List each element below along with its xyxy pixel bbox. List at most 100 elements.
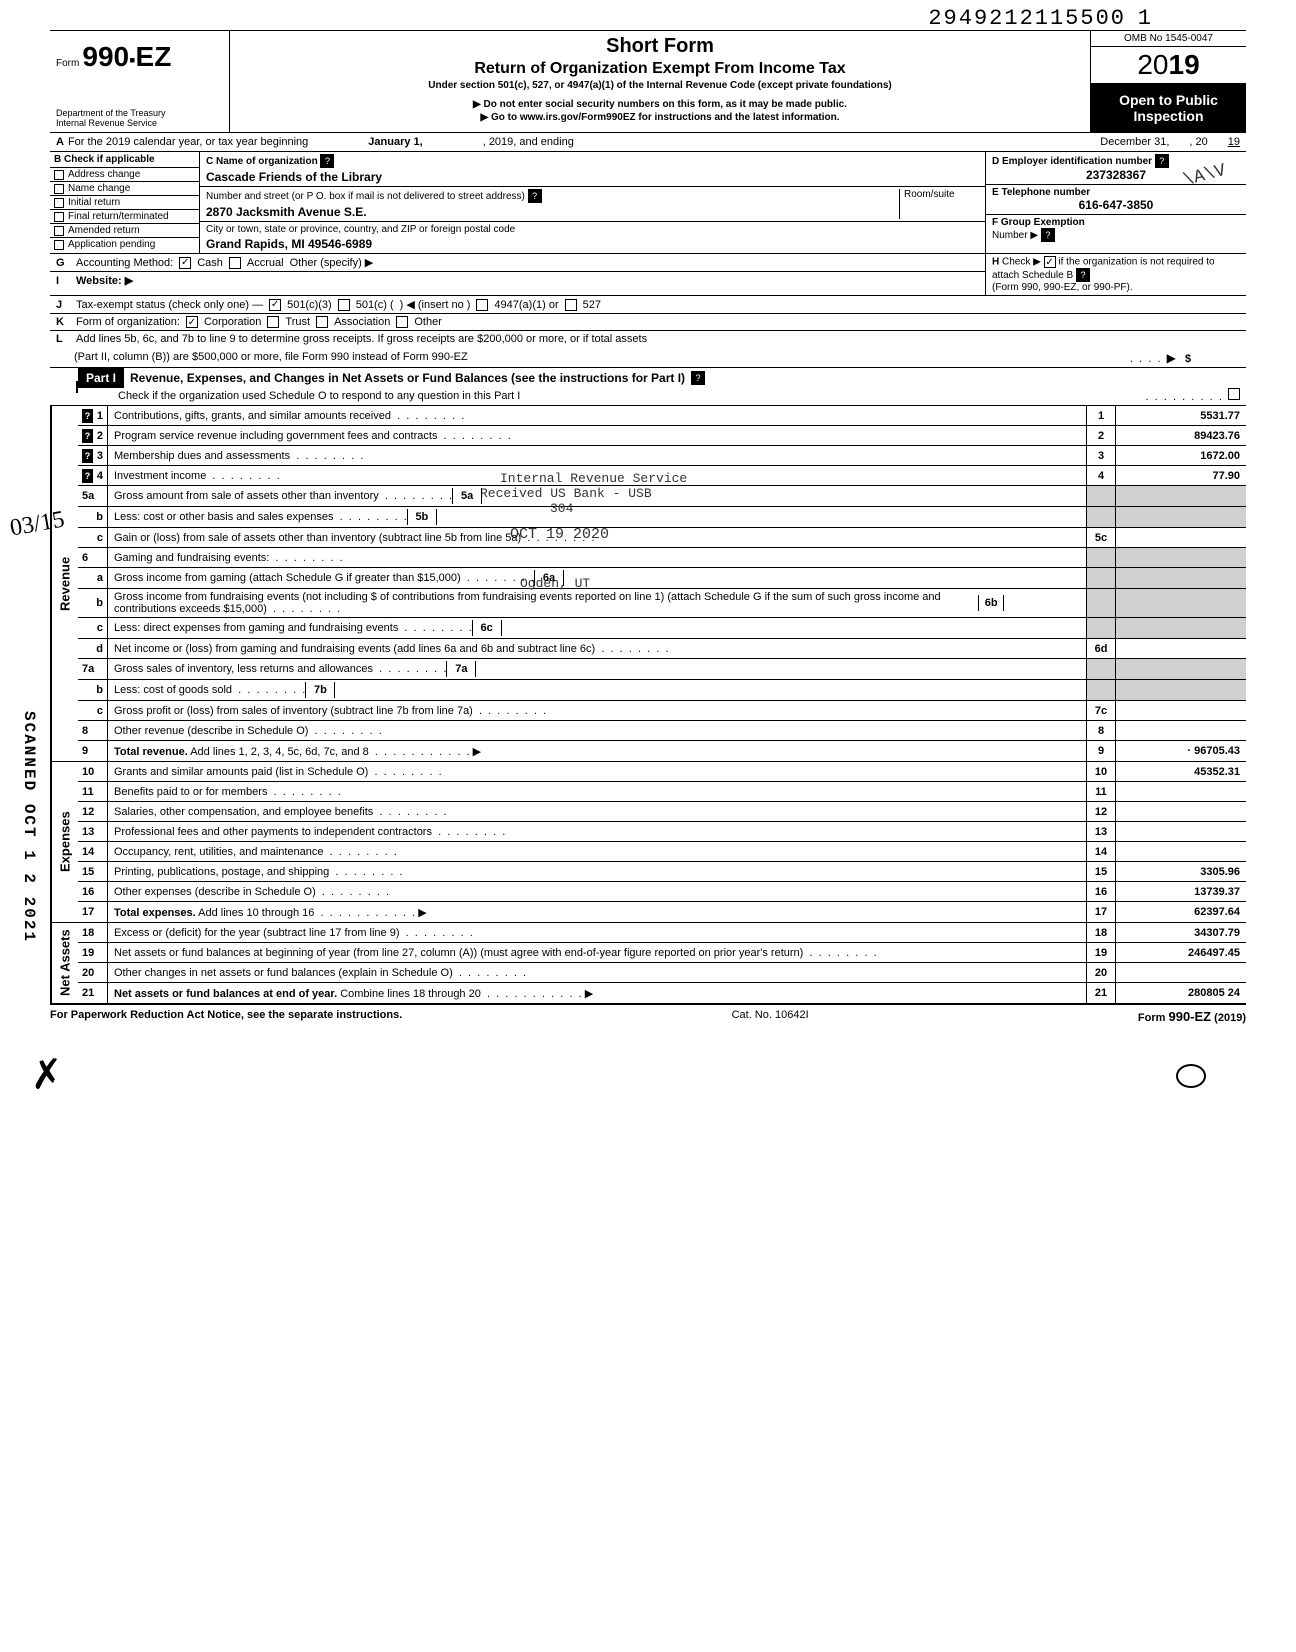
expenses-section: Expenses 10Grants and similar amounts pa… xyxy=(50,762,1246,923)
chk-other[interactable] xyxy=(396,316,408,328)
row-number: b xyxy=(78,507,108,527)
table-row: 20Other changes in net assets or fund ba… xyxy=(78,963,1246,983)
row-number: 5a xyxy=(78,486,108,506)
chk-final[interactable]: Final return/terminated xyxy=(50,209,199,223)
line-value xyxy=(1116,842,1246,861)
table-row: ?2Program service revenue including gove… xyxy=(78,426,1246,446)
chk-address[interactable]: Address change xyxy=(50,167,199,181)
line-a-begin: January 1, xyxy=(368,136,422,148)
street-label: Number and street (or P O. box if mail i… xyxy=(206,191,525,202)
chk-name[interactable]: Name change xyxy=(50,181,199,195)
chk-amended[interactable]: Amended return xyxy=(50,223,199,237)
row-desc: Salaries, other compensation, and employ… xyxy=(108,802,1086,821)
chk-schedule-o[interactable] xyxy=(1228,388,1240,400)
row-desc: Program service revenue including govern… xyxy=(108,426,1086,445)
form-subline: Under section 501(c), 527, or 4947(a)(1)… xyxy=(240,80,1080,91)
chk-corp[interactable]: ✓ xyxy=(186,316,198,328)
right-line-num xyxy=(1086,548,1116,567)
row-number: 11 xyxy=(78,782,108,801)
netassets-section: Net Assets 18Excess or (deficit) for the… xyxy=(50,923,1246,1005)
row-number: 16 xyxy=(78,882,108,901)
right-line-num xyxy=(1086,589,1116,617)
table-row: ?3Membership dues and assessments . . . … xyxy=(78,446,1246,466)
line-value: · 96705.43 xyxy=(1116,741,1246,761)
chk-trust[interactable] xyxy=(267,316,279,328)
line-value xyxy=(1116,802,1246,821)
row-number: 17 xyxy=(78,902,108,922)
chk-schedule-b[interactable]: ✓ xyxy=(1044,256,1056,268)
chk-4947[interactable] xyxy=(476,299,488,311)
tel-label: E Telephone number xyxy=(992,187,1090,198)
chk-501c3[interactable]: ✓ xyxy=(269,299,281,311)
row-number: ?1 xyxy=(78,406,108,425)
room-label: Room/suite xyxy=(904,189,955,200)
form-subtitle: Return of Organization Exempt From Incom… xyxy=(240,60,1080,78)
line-k: K Form of organization: ✓Corporation Tru… xyxy=(50,314,1246,331)
table-row: 13Professional fees and other payments t… xyxy=(78,822,1246,842)
line-value xyxy=(1116,618,1246,638)
chk-527[interactable] xyxy=(565,299,577,311)
line-value xyxy=(1116,680,1246,700)
right-line-num: 5c xyxy=(1086,528,1116,547)
row-desc: Printing, publications, postage, and shi… xyxy=(108,862,1086,881)
right-line-num xyxy=(1086,680,1116,700)
form-page: 2949212115500 1 SCANNED OCT 1 2 2021 03/… xyxy=(50,30,1246,1028)
signature-mark: ✗ xyxy=(28,1050,65,1100)
chk-pending[interactable]: Application pending xyxy=(50,237,199,251)
chk-accrual[interactable] xyxy=(229,257,241,269)
help-icon[interactable]: ? xyxy=(1155,154,1169,168)
row-desc: Gross income from gaming (attach Schedul… xyxy=(108,568,1086,588)
omb-number: OMB No 1545-0047 xyxy=(1091,31,1246,47)
chk-initial[interactable]: Initial return xyxy=(50,195,199,209)
chk-assoc[interactable] xyxy=(316,316,328,328)
city-label: City or town, state or province, country… xyxy=(206,224,515,235)
part1-sub: Check if the organization used Schedule … xyxy=(118,390,520,402)
line-j: J Tax-exempt status (check only one) — ✓… xyxy=(50,296,1246,314)
right-line-num: 18 xyxy=(1086,923,1116,942)
row-desc: Professional fees and other payments to … xyxy=(108,822,1086,841)
row-number: b xyxy=(78,589,108,617)
row-desc: Gaming and fundraising events: . . . . .… xyxy=(108,548,1086,567)
line-value: 5531.77 xyxy=(1116,406,1246,425)
line-a: A For the 2019 calendar year, or tax yea… xyxy=(50,133,1246,152)
table-row: aGross income from gaming (attach Schedu… xyxy=(78,568,1246,589)
row-desc: Benefits paid to or for members . . . . … xyxy=(108,782,1086,801)
section-b-header: B Check if applicable xyxy=(50,152,199,167)
row-desc: Gross profit or (loss) from sales of inv… xyxy=(108,701,1086,720)
row-number: 19 xyxy=(78,943,108,962)
right-line-num: 2 xyxy=(1086,426,1116,445)
help-icon[interactable]: ? xyxy=(1041,228,1055,242)
right-line-num: 17 xyxy=(1086,902,1116,922)
right-line-num: 4 xyxy=(1086,466,1116,485)
help-icon[interactable]: ? xyxy=(528,189,542,203)
right-line-num xyxy=(1086,507,1116,527)
form-footer: For Paperwork Reduction Act Notice, see … xyxy=(50,1005,1246,1028)
help-icon[interactable]: ? xyxy=(691,371,705,385)
row-number: c xyxy=(78,618,108,638)
line-value xyxy=(1116,963,1246,982)
inner-line-num: 5b xyxy=(407,509,437,525)
table-row: ?1Contributions, gifts, grants, and simi… xyxy=(78,406,1246,426)
table-row: 7aGross sales of inventory, less returns… xyxy=(78,659,1246,680)
row-desc: Other expenses (describe in Schedule O) … xyxy=(108,882,1086,901)
right-line-num xyxy=(1086,618,1116,638)
expenses-label: Expenses xyxy=(50,762,78,922)
tax-year: 2019 xyxy=(1091,47,1246,84)
table-row: 10Grants and similar amounts paid (list … xyxy=(78,762,1246,782)
part1-title: Revenue, Expenses, and Changes in Net As… xyxy=(124,369,691,387)
inner-line-num: 7a xyxy=(446,661,476,677)
help-icon[interactable]: ? xyxy=(320,154,334,168)
line-value xyxy=(1116,548,1246,567)
line-a-year: 19 xyxy=(1228,136,1240,148)
row-desc: Other revenue (describe in Schedule O) .… xyxy=(108,721,1086,740)
row-desc: Gross sales of inventory, less returns a… xyxy=(108,659,1086,679)
right-line-num: 9 xyxy=(1086,741,1116,761)
chk-501c[interactable] xyxy=(338,299,350,311)
row-number: ?3 xyxy=(78,446,108,465)
netassets-label: Net Assets xyxy=(50,923,78,1003)
chk-cash[interactable]: ✓ xyxy=(179,257,191,269)
line-value xyxy=(1116,659,1246,679)
form-header: Form 990▪EZ Department of the Treasury I… xyxy=(50,31,1246,133)
help-icon[interactable]: ? xyxy=(1076,268,1090,282)
line-value: 62397.64 xyxy=(1116,902,1246,922)
